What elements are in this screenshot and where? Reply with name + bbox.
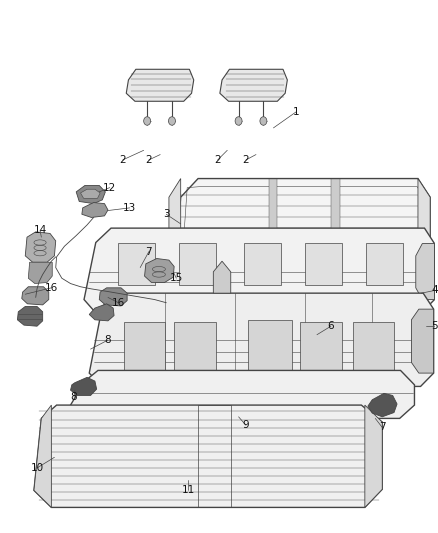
- Polygon shape: [25, 232, 56, 262]
- Text: 5: 5: [431, 321, 438, 331]
- Polygon shape: [353, 322, 394, 376]
- Polygon shape: [248, 320, 292, 376]
- Text: 4: 4: [431, 286, 438, 295]
- Polygon shape: [126, 69, 194, 101]
- Circle shape: [169, 117, 176, 125]
- Text: 1: 1: [293, 107, 299, 117]
- Circle shape: [260, 117, 267, 125]
- Text: 2: 2: [145, 155, 152, 165]
- Polygon shape: [22, 287, 49, 305]
- Polygon shape: [71, 370, 414, 418]
- Polygon shape: [416, 244, 434, 300]
- Polygon shape: [82, 203, 108, 217]
- Polygon shape: [71, 377, 97, 395]
- Polygon shape: [220, 69, 287, 101]
- Circle shape: [144, 117, 151, 125]
- Polygon shape: [18, 306, 42, 326]
- Text: 7: 7: [145, 247, 152, 256]
- Text: 6: 6: [328, 321, 334, 331]
- Polygon shape: [268, 179, 277, 365]
- Polygon shape: [99, 288, 127, 306]
- Circle shape: [235, 117, 242, 125]
- Polygon shape: [89, 304, 114, 321]
- Text: 2: 2: [243, 155, 249, 165]
- Text: 9: 9: [243, 421, 249, 430]
- Polygon shape: [179, 243, 215, 285]
- Text: 3: 3: [163, 209, 170, 219]
- Polygon shape: [117, 243, 155, 285]
- Polygon shape: [34, 405, 382, 507]
- Polygon shape: [213, 261, 231, 293]
- Polygon shape: [84, 228, 434, 313]
- Polygon shape: [365, 405, 382, 507]
- Text: 2: 2: [120, 155, 126, 165]
- Text: 12: 12: [103, 183, 117, 192]
- Text: 15: 15: [170, 273, 183, 283]
- Polygon shape: [28, 262, 52, 284]
- Polygon shape: [34, 405, 51, 507]
- Polygon shape: [169, 272, 181, 298]
- Polygon shape: [366, 243, 403, 285]
- Polygon shape: [81, 189, 100, 198]
- Polygon shape: [305, 243, 342, 285]
- Polygon shape: [300, 322, 342, 376]
- Text: 8: 8: [71, 392, 78, 402]
- Text: 16: 16: [45, 283, 58, 293]
- Polygon shape: [76, 185, 106, 204]
- Text: 11: 11: [181, 486, 195, 495]
- Polygon shape: [89, 293, 434, 386]
- Polygon shape: [418, 179, 430, 365]
- Text: 7: 7: [379, 423, 385, 432]
- Text: 10: 10: [31, 463, 43, 473]
- Polygon shape: [169, 179, 181, 365]
- Polygon shape: [145, 259, 174, 282]
- Text: 2: 2: [214, 155, 221, 165]
- Polygon shape: [244, 243, 281, 285]
- Polygon shape: [411, 309, 434, 373]
- Text: 14: 14: [33, 225, 47, 235]
- Polygon shape: [174, 322, 215, 376]
- Polygon shape: [368, 393, 397, 417]
- Text: 8: 8: [105, 335, 111, 345]
- Polygon shape: [124, 322, 166, 376]
- Polygon shape: [169, 179, 430, 365]
- Text: 16: 16: [112, 298, 125, 308]
- Polygon shape: [331, 179, 339, 365]
- Text: 13: 13: [123, 203, 136, 213]
